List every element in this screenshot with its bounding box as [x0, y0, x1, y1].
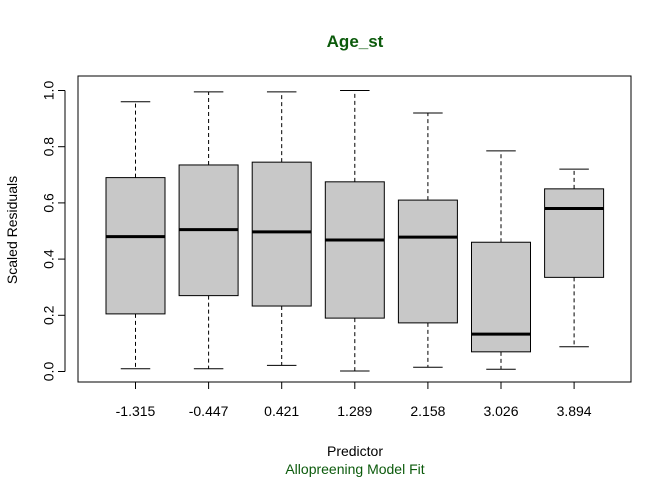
- box-iqr: [544, 188, 605, 278]
- x-tick-label: -1.315: [116, 403, 156, 419]
- chart-title: Age_st: [327, 32, 384, 51]
- box-iqr: [251, 161, 312, 307]
- x-tick-label: 0.421: [264, 403, 299, 419]
- box-group: [324, 90, 385, 372]
- x-tick-label: 3.894: [557, 403, 592, 419]
- y-axis-label: Scaled Residuals: [4, 176, 20, 284]
- x-tick-label: -0.447: [189, 403, 229, 419]
- x-axis-label: Predictor: [327, 443, 383, 459]
- box-group: [178, 91, 239, 370]
- y-tick-label: 0.2: [41, 305, 57, 325]
- box-iqr: [105, 177, 166, 315]
- x-tick-label: 1.289: [337, 403, 372, 419]
- chart-subtitle: Allopreening Model Fit: [285, 461, 424, 477]
- x-tick-label: 3.026: [483, 403, 518, 419]
- x-axis: -1.315 -0.447 0.421 1.289 2.158 3.026 3.894: [116, 381, 592, 419]
- box-group: [471, 150, 531, 370]
- box-group: [397, 112, 458, 368]
- x-tick-label: 2.158: [410, 403, 445, 419]
- box-group: [105, 101, 166, 370]
- y-tick-label: 0.4: [41, 249, 57, 269]
- y-tick-label: 0.0: [41, 362, 57, 382]
- box-group: [251, 91, 312, 366]
- box-group: [544, 168, 605, 348]
- y-tick-label: 0.6: [41, 193, 57, 213]
- box-iqr: [324, 181, 385, 319]
- y-tick-label: 1.0: [41, 81, 57, 101]
- box-iqr: [397, 199, 458, 324]
- y-axis: 0.0 0.2 0.4 0.6 0.8 1.0: [41, 81, 66, 382]
- y-tick-label: 0.8: [41, 137, 57, 157]
- boxes-layer: [105, 90, 605, 372]
